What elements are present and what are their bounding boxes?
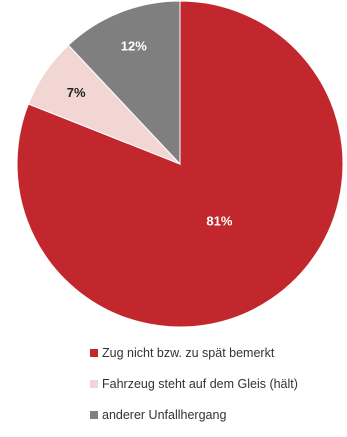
pie-slice xyxy=(67,0,181,166)
pie-chart: 81% 7% 12% xyxy=(16,0,344,328)
pie-slices xyxy=(16,0,344,328)
pie-slice-label: 12% xyxy=(121,39,147,54)
legend-item-fahrzeug-steht: Fahrzeug steht auf dem Gleis (hält) xyxy=(90,375,340,393)
pie-slice-label: 7% xyxy=(67,85,86,100)
legend-item-zug-nicht-bemerkt: Zug nicht bzw. zu spät bemerkt xyxy=(90,344,340,362)
legend: Zug nicht bzw. zu spät bemerkt Fahrzeug … xyxy=(90,344,340,437)
legend-item-anderer-unfallhergang: anderer Unfallhergang xyxy=(90,406,340,424)
legend-label: Zug nicht bzw. zu spät bemerkt xyxy=(102,346,275,360)
legend-label: anderer Unfallhergang xyxy=(102,408,227,422)
legend-swatch xyxy=(90,411,98,419)
legend-swatch xyxy=(90,349,98,357)
legend-swatch xyxy=(90,380,98,388)
pie-slice-label: 81% xyxy=(206,213,232,228)
legend-label: Fahrzeug steht auf dem Gleis (hält) xyxy=(102,377,298,391)
pie-slice-labels: 81% 7% 12% xyxy=(67,39,233,229)
